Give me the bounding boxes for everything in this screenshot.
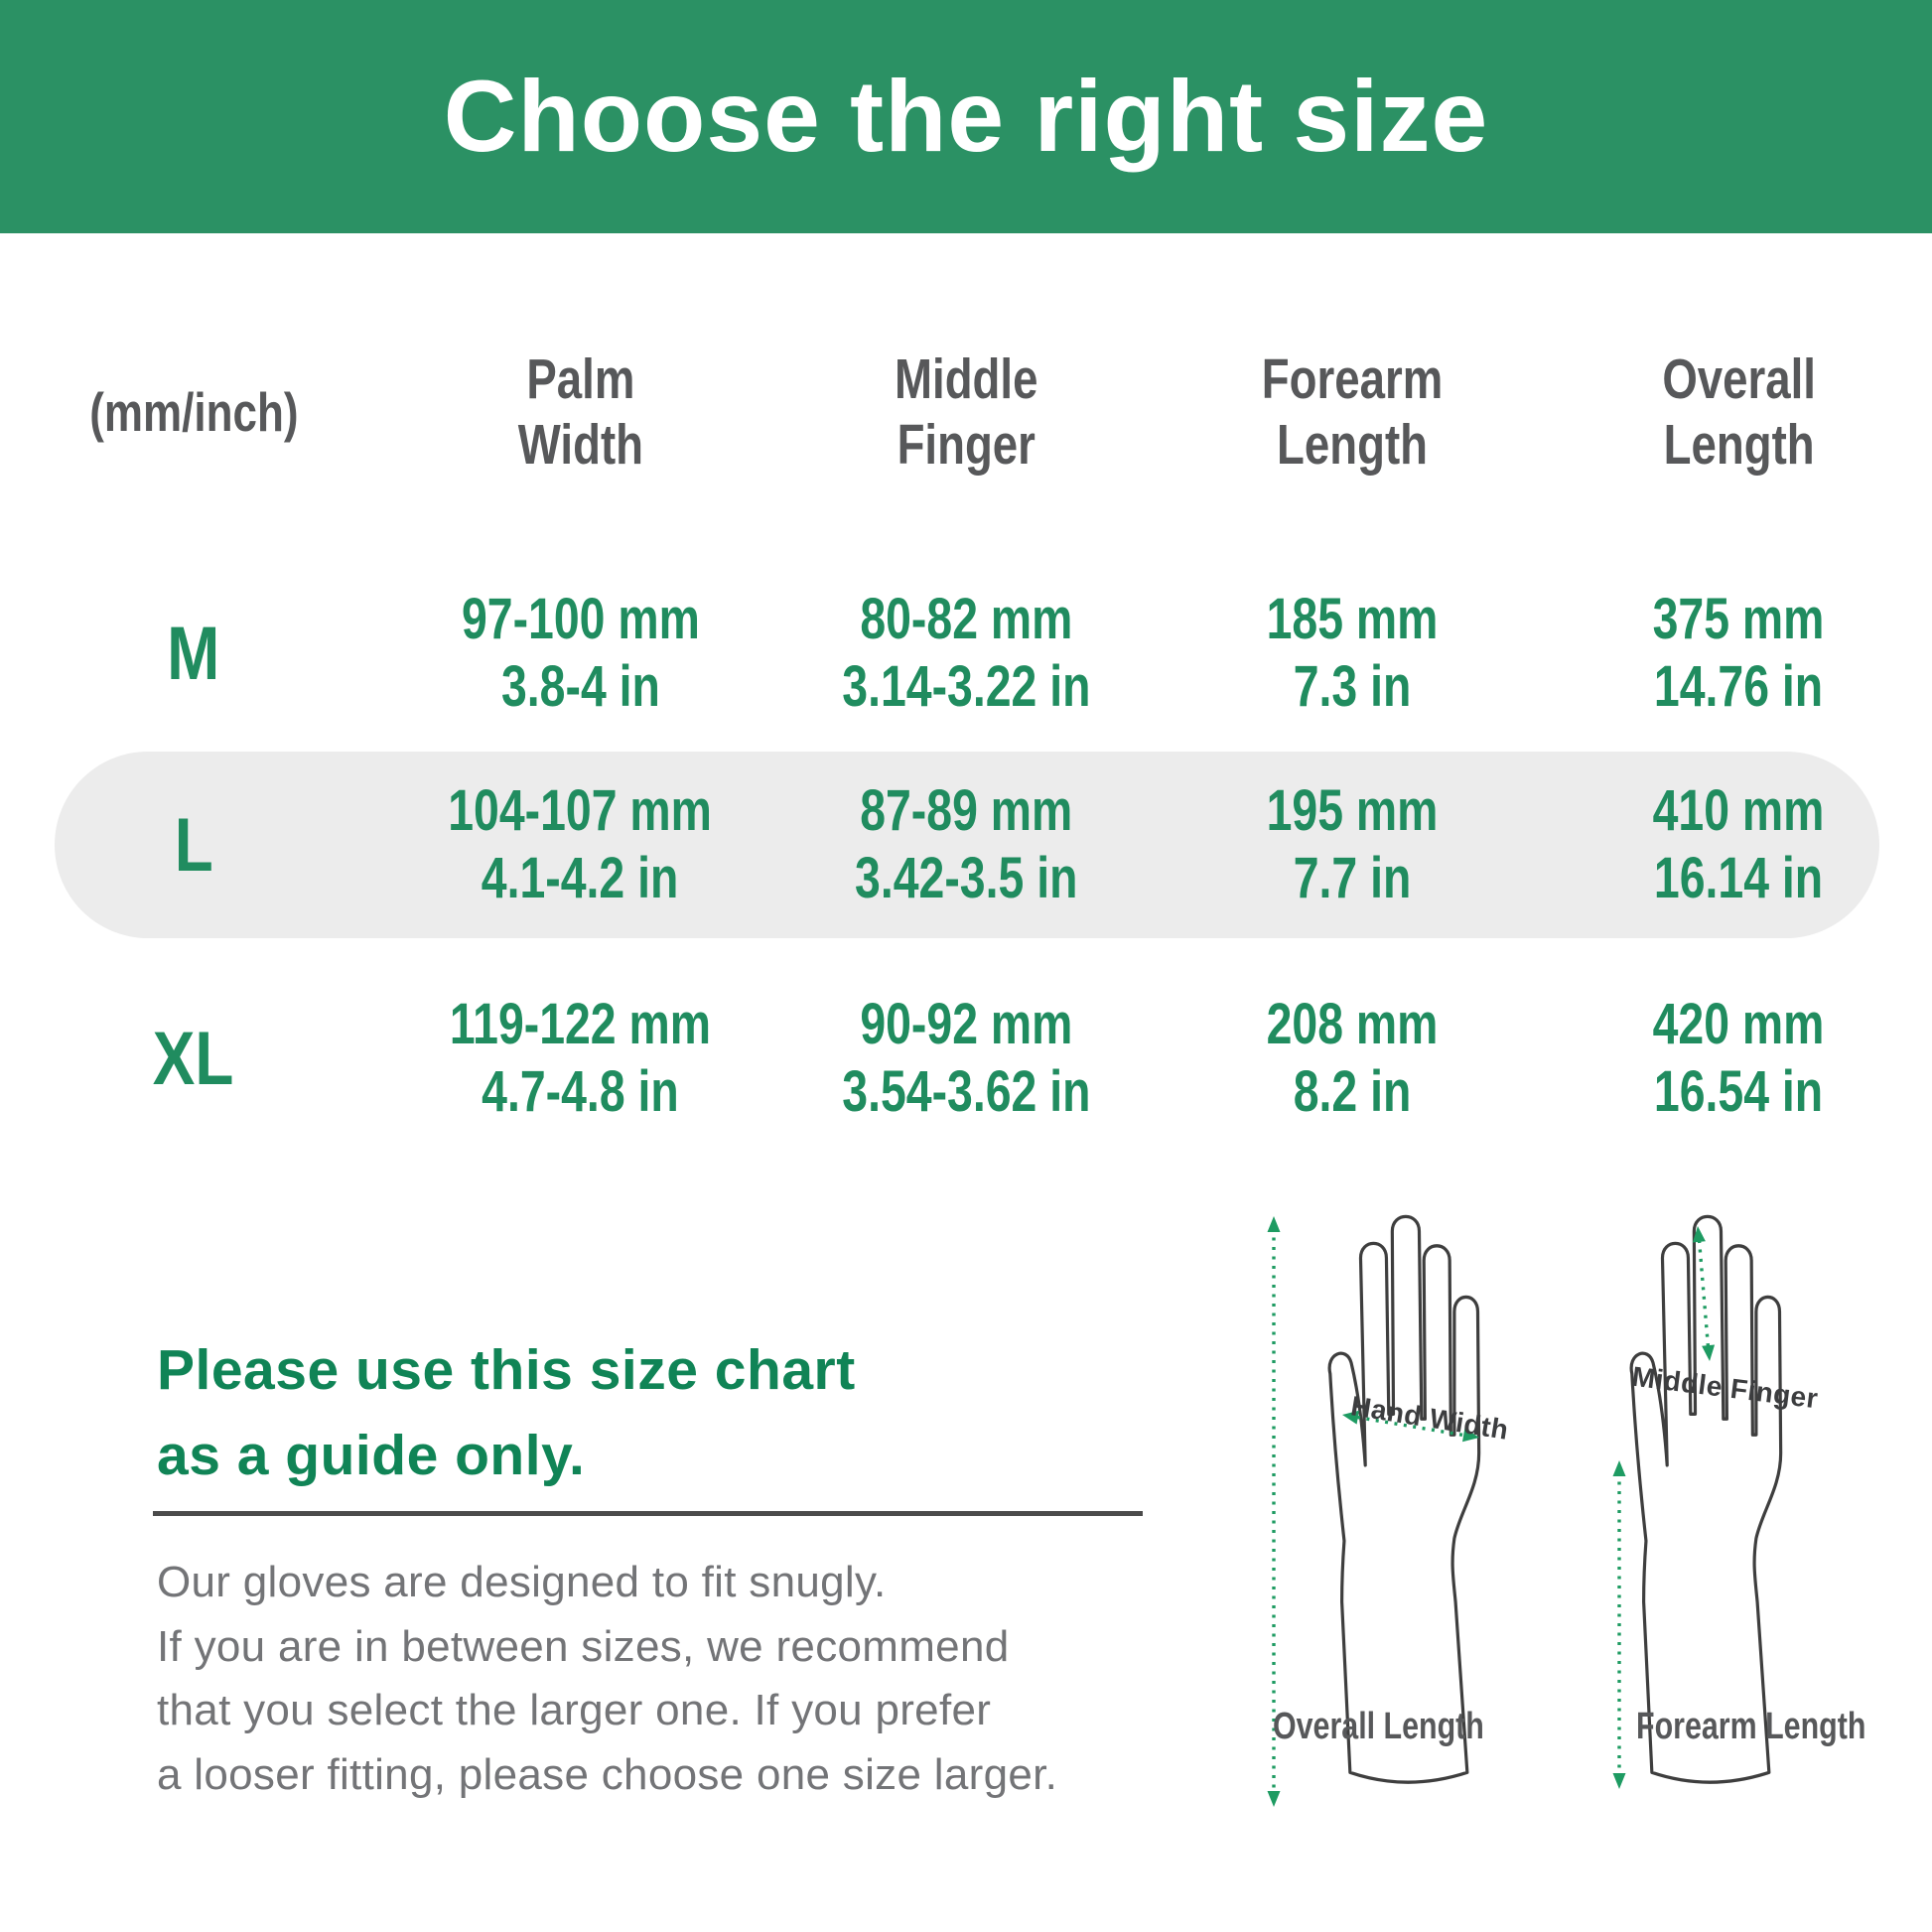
note-title: Please use this size chart as a guide on… xyxy=(157,1338,856,1487)
highlighted-row-background xyxy=(55,752,1879,938)
unit-label: (mm/inch) xyxy=(88,381,299,443)
column-header-middle-finger: Middle Finger xyxy=(895,346,1038,477)
value-in: 14.76 in xyxy=(1654,654,1824,719)
cell-m-middle-finger: 80-82 mm 3.14-3.22 in xyxy=(842,586,1090,722)
hand-width-arrow xyxy=(1342,1410,1479,1443)
cell-xl-overall: 420 mm 16.54 in xyxy=(1653,991,1825,1127)
cell-m-palm: 97-100 mm 3.8-4 in xyxy=(462,586,700,722)
forearm-length-arrow xyxy=(1612,1460,1626,1789)
value-in: 16.54 in xyxy=(1654,1059,1824,1124)
cell-l-middle-finger: 87-89 mm 3.42-3.5 in xyxy=(855,777,1077,913)
cell-l-overall: 410 mm 16.14 in xyxy=(1653,777,1825,913)
table-row-l: L 104-107 mm 4.1-4.2 in 87-89 mm 3.42-3.… xyxy=(0,752,1932,938)
column-header-forearm-length: Forearm Length xyxy=(1262,346,1444,477)
value-mm: 208 mm xyxy=(1267,991,1439,1056)
forearm-length-label: Forearm Length xyxy=(1636,1706,1866,1747)
size-label-l: L xyxy=(174,802,213,888)
table-row-xl: XL 119-122 mm 4.7-4.8 in 90-92 mm 3.54-3… xyxy=(0,959,1932,1158)
column-header-overall-length: Overall Length xyxy=(1662,346,1816,477)
cell-l-forearm: 195 mm 7.7 in xyxy=(1267,777,1439,913)
value-mm: 410 mm xyxy=(1653,777,1825,843)
cell-xl-middle-finger: 90-92 mm 3.54-3.62 in xyxy=(842,991,1090,1127)
value-in: 4.1-4.2 in xyxy=(482,846,679,910)
value-mm: 90-92 mm xyxy=(860,991,1073,1056)
size-table-header: (mm/inch) Palm Width Middle Finger Forea… xyxy=(0,328,1932,496)
cell-xl-palm: 119-122 mm 4.7-4.8 in xyxy=(450,991,711,1127)
value-mm: 97-100 mm xyxy=(461,586,700,651)
size-label-xl: XL xyxy=(153,1016,234,1101)
overall-length-arrow xyxy=(1267,1216,1281,1807)
cell-m-forearm: 185 mm 7.3 in xyxy=(1267,586,1439,722)
value-in: 3.54-3.62 in xyxy=(842,1059,1091,1124)
cell-xl-forearm: 208 mm 8.2 in xyxy=(1267,991,1439,1127)
glove-figure-canvas xyxy=(1267,1214,1783,1807)
value-mm: 185 mm xyxy=(1267,586,1439,651)
middle-finger-arrow xyxy=(1692,1226,1716,1361)
note-body: Our gloves are designed to fit snugly. I… xyxy=(157,1558,1058,1800)
value-in: 7.3 in xyxy=(1294,654,1412,719)
value-mm: 119-122 mm xyxy=(449,991,712,1056)
cell-m-overall: 375 mm 14.76 in xyxy=(1653,586,1825,722)
value-in: 3.8-4 in xyxy=(500,654,660,719)
value-in: 3.14-3.22 in xyxy=(842,654,1091,719)
glove-outline-left xyxy=(1327,1214,1481,1784)
value-mm: 87-89 mm xyxy=(860,777,1073,843)
column-header-palm-width: Palm Width xyxy=(517,346,643,477)
cell-l-palm: 104-107 mm 4.1-4.2 in xyxy=(449,777,713,913)
value-mm: 195 mm xyxy=(1267,777,1439,843)
value-mm: 420 mm xyxy=(1653,991,1825,1056)
value-mm: 80-82 mm xyxy=(860,586,1073,651)
overall-length-label: Overall Length xyxy=(1273,1706,1484,1747)
value-in: 16.14 in xyxy=(1654,846,1824,910)
glove-outline-right xyxy=(1629,1214,1783,1784)
value-in: 7.7 in xyxy=(1294,846,1412,910)
size-label-m: M xyxy=(167,611,220,696)
page-title: Choose the right size xyxy=(443,60,1489,173)
value-mm: 104-107 mm xyxy=(448,777,713,843)
banner: Choose the right size xyxy=(0,0,1932,233)
value-in: 8.2 in xyxy=(1294,1059,1412,1124)
value-in: 3.42-3.5 in xyxy=(855,846,1078,910)
value-in: 4.7-4.8 in xyxy=(482,1059,679,1124)
divider-line xyxy=(153,1511,1143,1516)
value-mm: 375 mm xyxy=(1653,586,1825,651)
table-row-m: M 97-100 mm 3.8-4 in 80-82 mm 3.14-3.22 … xyxy=(0,548,1932,759)
glove-measurement-figure: Hand Width Middle Finger Overall Length … xyxy=(1231,1196,1866,1852)
